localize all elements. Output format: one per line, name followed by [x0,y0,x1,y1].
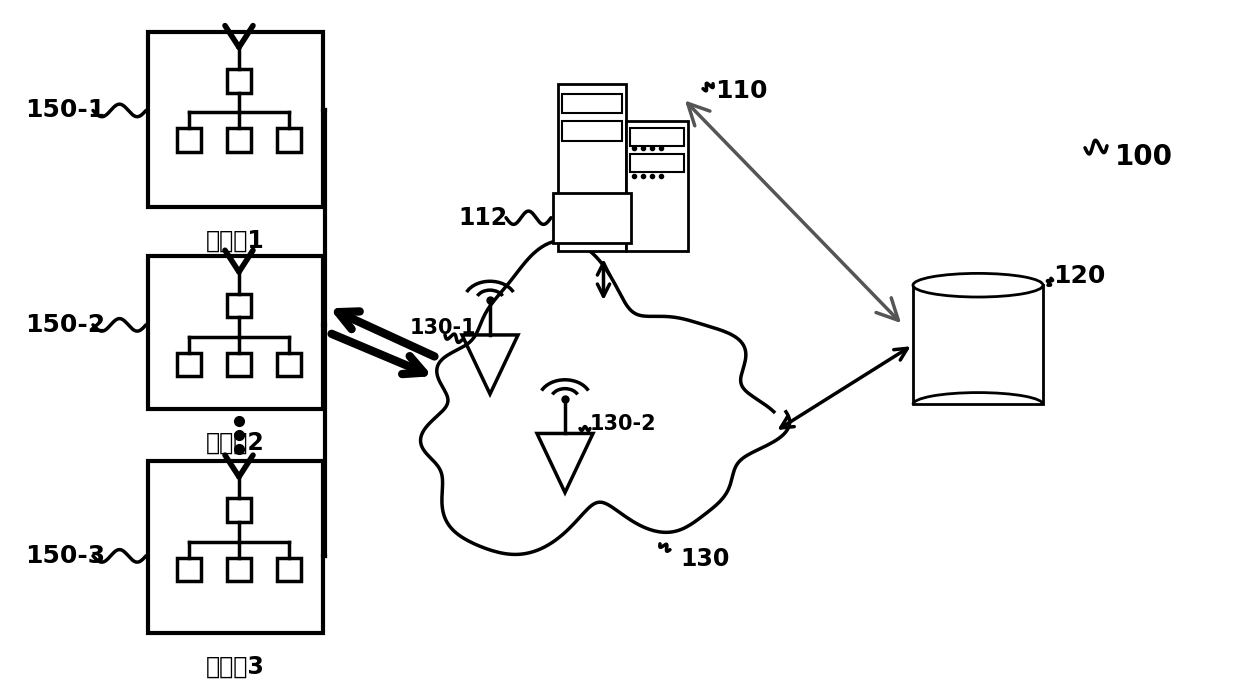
Text: 传感器1: 传感器1 [206,229,265,253]
Text: 传感器2: 传感器2 [206,430,265,454]
Bar [147,31,323,207]
Text: 传感器3: 传感器3 [206,655,265,679]
Bar [227,128,252,152]
Bar [227,69,252,93]
Bar [177,557,201,581]
Text: 130: 130 [680,547,730,571]
Bar [147,461,323,633]
Text: 112: 112 [458,206,507,229]
Bar [563,94,622,113]
Bar [913,285,1043,404]
Text: 130-1: 130-1 [410,318,477,338]
Text: 130-2: 130-2 [590,414,657,434]
Text: 100: 100 [1115,143,1173,171]
Bar [177,128,201,152]
Bar [147,256,323,409]
Bar [278,128,301,152]
Bar [563,121,622,141]
Text: 150-3: 150-3 [25,544,105,568]
Text: 150-2: 150-2 [25,313,105,337]
Bar [227,499,252,522]
Bar [278,352,301,376]
Bar [626,121,688,251]
Bar [278,557,301,581]
Bar [227,294,252,317]
Bar [629,154,684,172]
Text: 110: 110 [715,79,767,103]
Bar [227,557,252,581]
Bar [629,128,684,146]
Bar [558,84,626,251]
Bar [553,193,631,243]
Text: 150-1: 150-1 [25,98,105,122]
Bar [177,352,201,376]
Bar [227,352,252,376]
Ellipse shape [913,273,1043,297]
Text: 120: 120 [1053,264,1105,288]
